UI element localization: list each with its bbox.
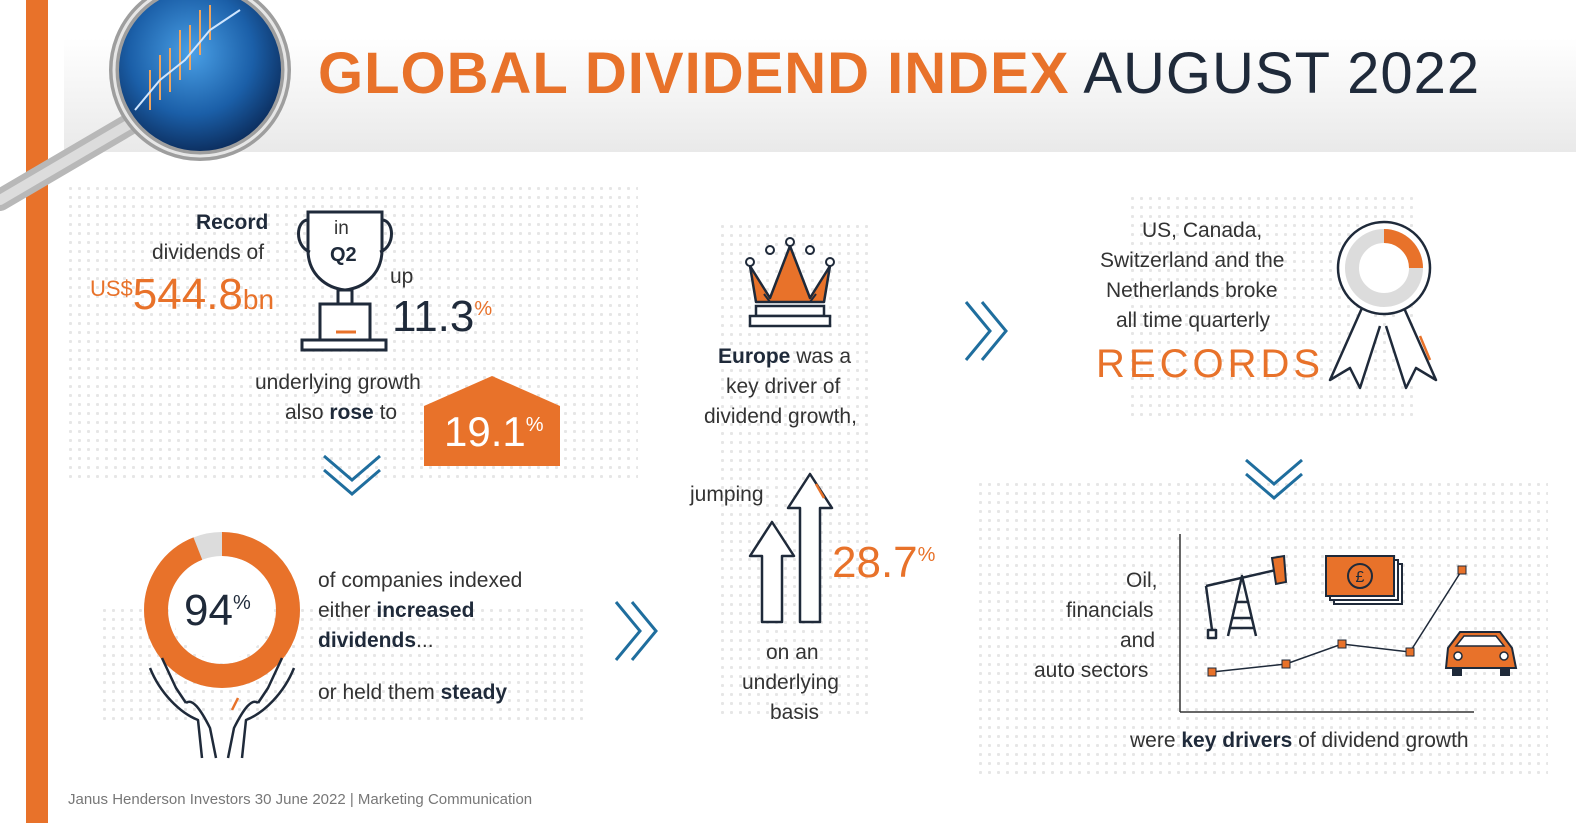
- europe-value: 28.7: [832, 538, 918, 587]
- records-line4: all time quarterly: [1116, 309, 1271, 332]
- growth-value: 19.1: [444, 408, 526, 455]
- records-line2: Switzerland and the: [1100, 249, 1285, 272]
- record-label: Record: [196, 211, 269, 234]
- side-accent-bar: [26, 0, 48, 823]
- europe-jumping: jumping: [690, 483, 764, 506]
- europe-line3: dividend growth,: [704, 405, 857, 428]
- europe-basis1: on an: [766, 641, 819, 664]
- europe-line1-bold: Europe: [718, 345, 791, 368]
- growth-line2-bold: rose: [329, 401, 374, 424]
- record-amount: US$544.8bn: [90, 270, 274, 320]
- currency-label: US$: [90, 276, 133, 301]
- footer-text: Janus Henderson Investors 30 June 2022 |…: [68, 791, 533, 808]
- chevron-right-icon: [614, 601, 658, 661]
- europe-line1-post: was a: [796, 345, 852, 368]
- dot-pattern: [718, 222, 868, 716]
- companies-line4: or held them steady: [318, 678, 507, 708]
- rosette-icon: [1328, 220, 1438, 390]
- trend-point: [1405, 647, 1415, 657]
- europe-basis3: basis: [770, 701, 820, 724]
- sectors-line1: Oil,: [1126, 569, 1158, 592]
- amount-unit: bn: [242, 284, 275, 315]
- title-light: AUGUST 2022: [1083, 41, 1481, 106]
- title-bold: GLOBAL DIVIDEND INDEX: [318, 41, 1070, 106]
- europe-line2: key driver of: [726, 375, 841, 398]
- up-value-group: 11.3%: [392, 292, 492, 342]
- growth-line2: also rose to: [285, 398, 397, 428]
- banknote-icon: £: [1325, 555, 1403, 605]
- trophy-quarter-label: Q2: [330, 244, 357, 266]
- records-line1: US, Canada,: [1142, 219, 1263, 242]
- europe-basis2: underlying: [742, 671, 839, 694]
- sectors-line4: auto sectors: [1034, 659, 1149, 682]
- trend-point: [1337, 639, 1347, 649]
- companies-pct-value: 94: [184, 586, 233, 635]
- dividends-of-label: dividends of: [152, 241, 265, 264]
- dot-pattern: [976, 480, 1548, 776]
- europe-value-group: 28.7%: [832, 538, 935, 588]
- companies-line2-bold: increased: [376, 599, 475, 622]
- trend-point: [1281, 659, 1291, 669]
- records-word: RECORDS: [1096, 342, 1325, 386]
- companies-pct-sign: %: [232, 592, 251, 614]
- companies-line1: of companies indexed: [318, 569, 523, 592]
- companies-line4-pre: or held them: [318, 681, 435, 704]
- magnifier-icon: [0, 0, 291, 211]
- companies-line3-bold: dividends: [318, 629, 417, 652]
- chevron-down-icon: [1245, 458, 1303, 500]
- chevron-down-icon: [323, 454, 381, 496]
- europe-pct: %: [917, 544, 936, 566]
- up-value: 11.3: [392, 292, 475, 341]
- sectors-caption-bold: key drivers: [1181, 729, 1293, 752]
- trophy-in-label: in: [334, 218, 349, 239]
- oil-pump-icon: [1204, 568, 1277, 640]
- europe-line1: Europe was a: [718, 342, 851, 372]
- up-arrows-icon: [748, 472, 834, 624]
- companies-line3-post: ...: [416, 629, 434, 652]
- crown-icon: [745, 237, 835, 328]
- companies-line2: either increased: [318, 596, 474, 626]
- companies-line3: dividends...: [318, 626, 434, 656]
- records-line3: Netherlands broke: [1106, 279, 1278, 302]
- growth-house-shape: [424, 376, 560, 466]
- sectors-caption-post: of dividend growth: [1298, 729, 1469, 752]
- sectors-line2: financials: [1066, 599, 1154, 622]
- donut-hands-icon: [144, 532, 300, 759]
- amount-value: 544.8: [132, 270, 243, 319]
- sectors-line3: and: [1120, 629, 1156, 652]
- growth-percent: %: [525, 414, 544, 436]
- growth-line2-post: to: [379, 401, 398, 424]
- trend-point: [1207, 667, 1217, 677]
- header-band: [64, 38, 1576, 152]
- oil-pump-head: [1270, 554, 1288, 586]
- sectors-illustration: £: [1179, 534, 1518, 713]
- chevron-right-icon: [964, 301, 1008, 361]
- up-percent: %: [474, 298, 493, 320]
- currency-symbol: £: [1356, 569, 1365, 586]
- car-icon: [1444, 631, 1518, 676]
- up-label: up: [390, 265, 414, 288]
- trend-point: [1457, 565, 1467, 575]
- sectors-caption: were key drivers of dividend growth: [1130, 726, 1469, 756]
- companies-pct-group: 94%: [184, 586, 251, 636]
- sectors-caption-pre: were: [1130, 729, 1176, 752]
- growth-line1: underlying growth: [255, 371, 421, 394]
- growth-value-group: 19.1%: [444, 408, 544, 456]
- companies-line2-pre: either: [318, 599, 371, 622]
- trophy-icon: [297, 210, 393, 352]
- growth-line2-pre: also: [285, 401, 324, 424]
- page-title: GLOBAL DIVIDEND INDEX AUGUST 2022: [318, 40, 1480, 107]
- companies-line4-bold: steady: [440, 681, 508, 704]
